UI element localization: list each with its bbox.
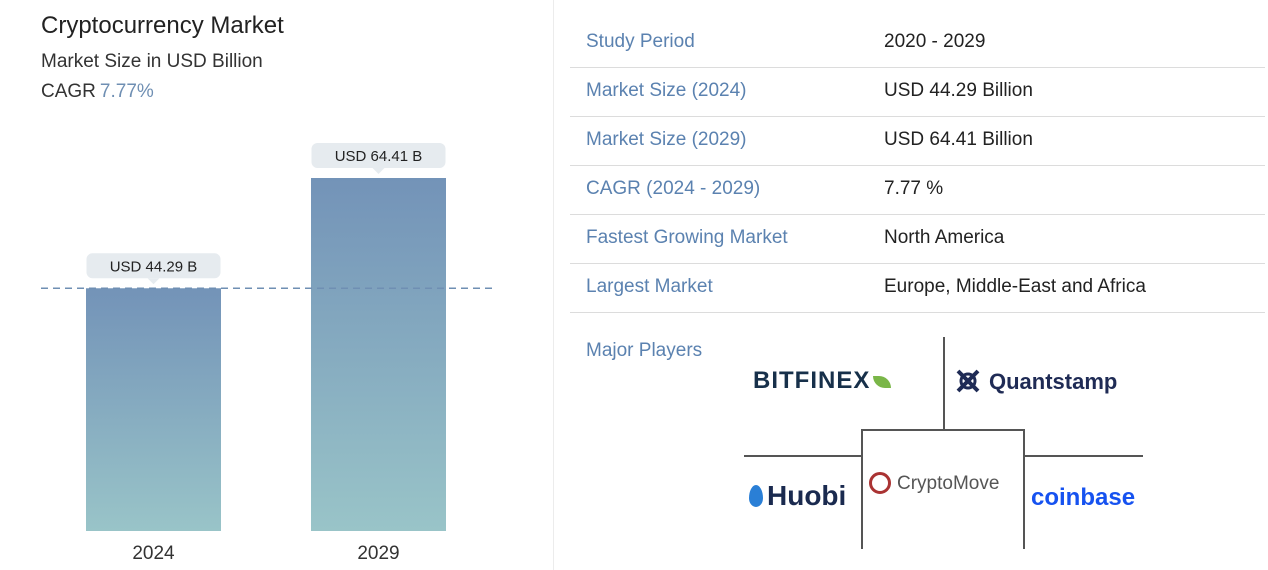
data-label-bubble: USD 64.41 B — [311, 143, 446, 174]
divider-line — [861, 429, 863, 549]
summary-key: CAGR (2024 - 2029) — [586, 178, 761, 199]
summary-row: Fastest Growing Market North America — [570, 215, 1265, 264]
summary-value: USD 44.29 Billion — [884, 80, 1033, 101]
data-label: USD 44.29 B — [110, 258, 198, 275]
bar-chart: USD 44.29 B 2024 USD 64.41 B 2029 — [41, 143, 494, 564]
divider-line — [861, 429, 1025, 431]
cryptomove-gear-icon — [869, 472, 891, 494]
data-label: USD 64.41 B — [335, 148, 423, 165]
bar-2029 — [311, 178, 446, 531]
major-players-label: Major Players — [586, 340, 703, 361]
summary-row: Market Size (2029) USD 64.41 Billion — [570, 117, 1265, 166]
summary-key: Largest Market — [586, 276, 713, 297]
cagr-value: 7.77% — [99, 81, 154, 102]
quantstamp-wordmark: Quantstamp — [989, 369, 1118, 394]
cryptomove-wordmark: CryptoMove — [897, 473, 1000, 494]
major-players-logos: BITFINEX Quantstamp Huobi CryptoMove coi… — [735, 337, 1155, 549]
summary-value: 2020 - 2029 — [884, 31, 986, 52]
bitfinex-logo: BITFINEX — [753, 367, 892, 395]
bar-2024 — [86, 288, 221, 531]
summary-key: Study Period — [586, 31, 695, 52]
divider-line — [1023, 429, 1025, 549]
summary-value: Europe, Middle-East and Africa — [884, 276, 1146, 297]
summary-row: Largest Market Europe, Middle-East and Af… — [570, 264, 1265, 313]
summary-row: Study Period 2020 - 2029 — [570, 19, 1265, 68]
summary-key: Market Size (2029) — [586, 129, 747, 150]
divider-line — [744, 455, 861, 457]
huobi-flame-icon — [749, 485, 763, 507]
cagr-label: CAGR — [41, 81, 96, 102]
summary-key: Market Size (2024) — [586, 80, 747, 101]
summary-row: CAGR (2024 - 2029) 7.77 % — [570, 166, 1265, 215]
summary-value: 7.77 % — [884, 178, 944, 199]
chart-panel: Cryptocurrency Market Market Size in USD… — [0, 0, 553, 570]
data-label-bubble: USD 44.29 B — [86, 253, 221, 285]
summary-row: Market Size (2024) USD 44.29 Billion — [570, 68, 1265, 117]
bitfinex-wordmark: BITFINEX — [753, 367, 871, 394]
summary-key: Fastest Growing Market — [586, 227, 788, 248]
x-tick-label: 2024 — [132, 543, 175, 564]
summary-value: USD 64.41 Billion — [884, 129, 1033, 150]
x-tick-label: 2029 — [357, 543, 399, 564]
quantstamp-logo: Quantstamp — [955, 368, 1117, 395]
divider-line — [1025, 455, 1143, 457]
chart-subtitle: Market Size in USD Billion — [41, 51, 263, 72]
divider-line — [943, 337, 945, 429]
huobi-logo: Huobi — [749, 480, 846, 512]
cryptomove-logo: CryptoMove — [869, 472, 999, 495]
coinbase-wordmark: coinbase — [1031, 484, 1136, 511]
cagr-line: CAGR 7.77% — [41, 81, 154, 103]
quantstamp-icon — [956, 369, 980, 393]
huobi-wordmark: Huobi — [767, 480, 847, 511]
coinbase-logo: coinbase — [1031, 484, 1135, 512]
panel-divider — [553, 0, 554, 570]
chart-title: Cryptocurrency Market — [41, 12, 284, 39]
summary-value: North America — [884, 227, 1005, 248]
leaf-icon — [873, 376, 892, 388]
summary-table: Study Period 2020 - 2029 Market Size (2024… — [570, 19, 1265, 313]
